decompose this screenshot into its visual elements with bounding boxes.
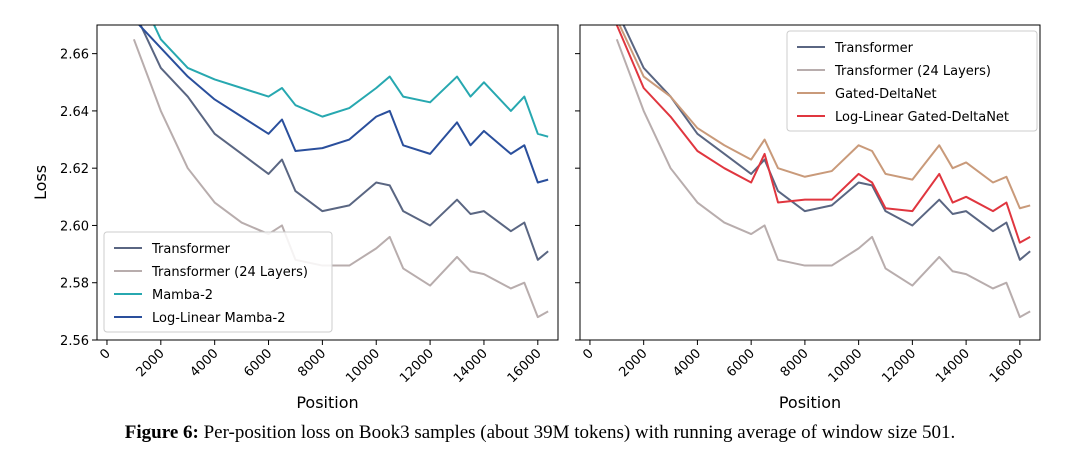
y-tick-label: 2.58 [60, 277, 89, 292]
line [615, 25, 1031, 244]
line [152, 25, 549, 138]
y-tick-label: 2.66 [60, 48, 89, 63]
legend-label: Mamba-2 [152, 288, 213, 303]
plot-area [615, 25, 1031, 319]
caption-label: Figure 6: [125, 422, 199, 443]
x-tick-label: 6000 [241, 346, 275, 380]
x-tick-label: 8000 [295, 346, 329, 380]
legend-label: Log-Linear Mamba-2 [152, 311, 285, 326]
legend-label: Transformer (24 Layers) [151, 265, 308, 280]
x-tick-label: 10000 [826, 346, 866, 386]
x-tick-label: 14000 [451, 346, 491, 386]
x-axis-label: Position [296, 393, 358, 412]
line [615, 38, 1031, 319]
line [132, 38, 549, 319]
line [137, 25, 549, 184]
x-tick-label: 2000 [134, 346, 168, 380]
x-tick-label: 12000 [879, 346, 919, 386]
x-tick-label: 0 [580, 346, 596, 362]
line [618, 25, 1031, 210]
x-tick-label: 16000 [505, 346, 545, 386]
x-tick-label: 4000 [187, 346, 221, 380]
y-tick-label: 2.62 [60, 162, 89, 177]
caption-text: Per-position loss on Book3 samples (abou… [204, 422, 956, 443]
x-tick-label: 14000 [933, 346, 973, 386]
legend-label: Transformer (24 Layers) [834, 64, 991, 79]
x-tick-label: 6000 [724, 346, 758, 380]
line [139, 25, 549, 261]
x-tick-label: 0 [97, 346, 113, 362]
x-tick-label: 4000 [670, 346, 704, 380]
y-tick-label: 2.56 [60, 334, 89, 349]
legend-label: Gated-DeltaNet [835, 87, 937, 102]
x-tick-label: 16000 [987, 346, 1027, 386]
x-axis-label: Position [779, 393, 841, 412]
axes-frame [96, 24, 559, 341]
line [622, 25, 1031, 261]
axes-frame [579, 24, 1041, 341]
legend-label: Transformer [834, 41, 914, 56]
x-tick-label: 10000 [343, 346, 383, 386]
legend-label: Log-Linear Gated-DeltaNet [835, 110, 1009, 125]
x-tick-label: 8000 [778, 346, 812, 380]
legend-box [103, 231, 333, 333]
legend-label: Transformer [151, 242, 231, 257]
x-tick-label: 12000 [397, 346, 437, 386]
y-tick-label: 2.64 [60, 105, 89, 120]
y-tick-label: 2.60 [60, 219, 89, 234]
plot-area [132, 25, 549, 319]
x-tick-label: 2000 [617, 346, 651, 380]
caption: Figure 6: Per-position loss on Book3 sam… [125, 422, 955, 443]
legend-box [786, 30, 1038, 132]
y-axis-label: Loss [31, 165, 50, 200]
